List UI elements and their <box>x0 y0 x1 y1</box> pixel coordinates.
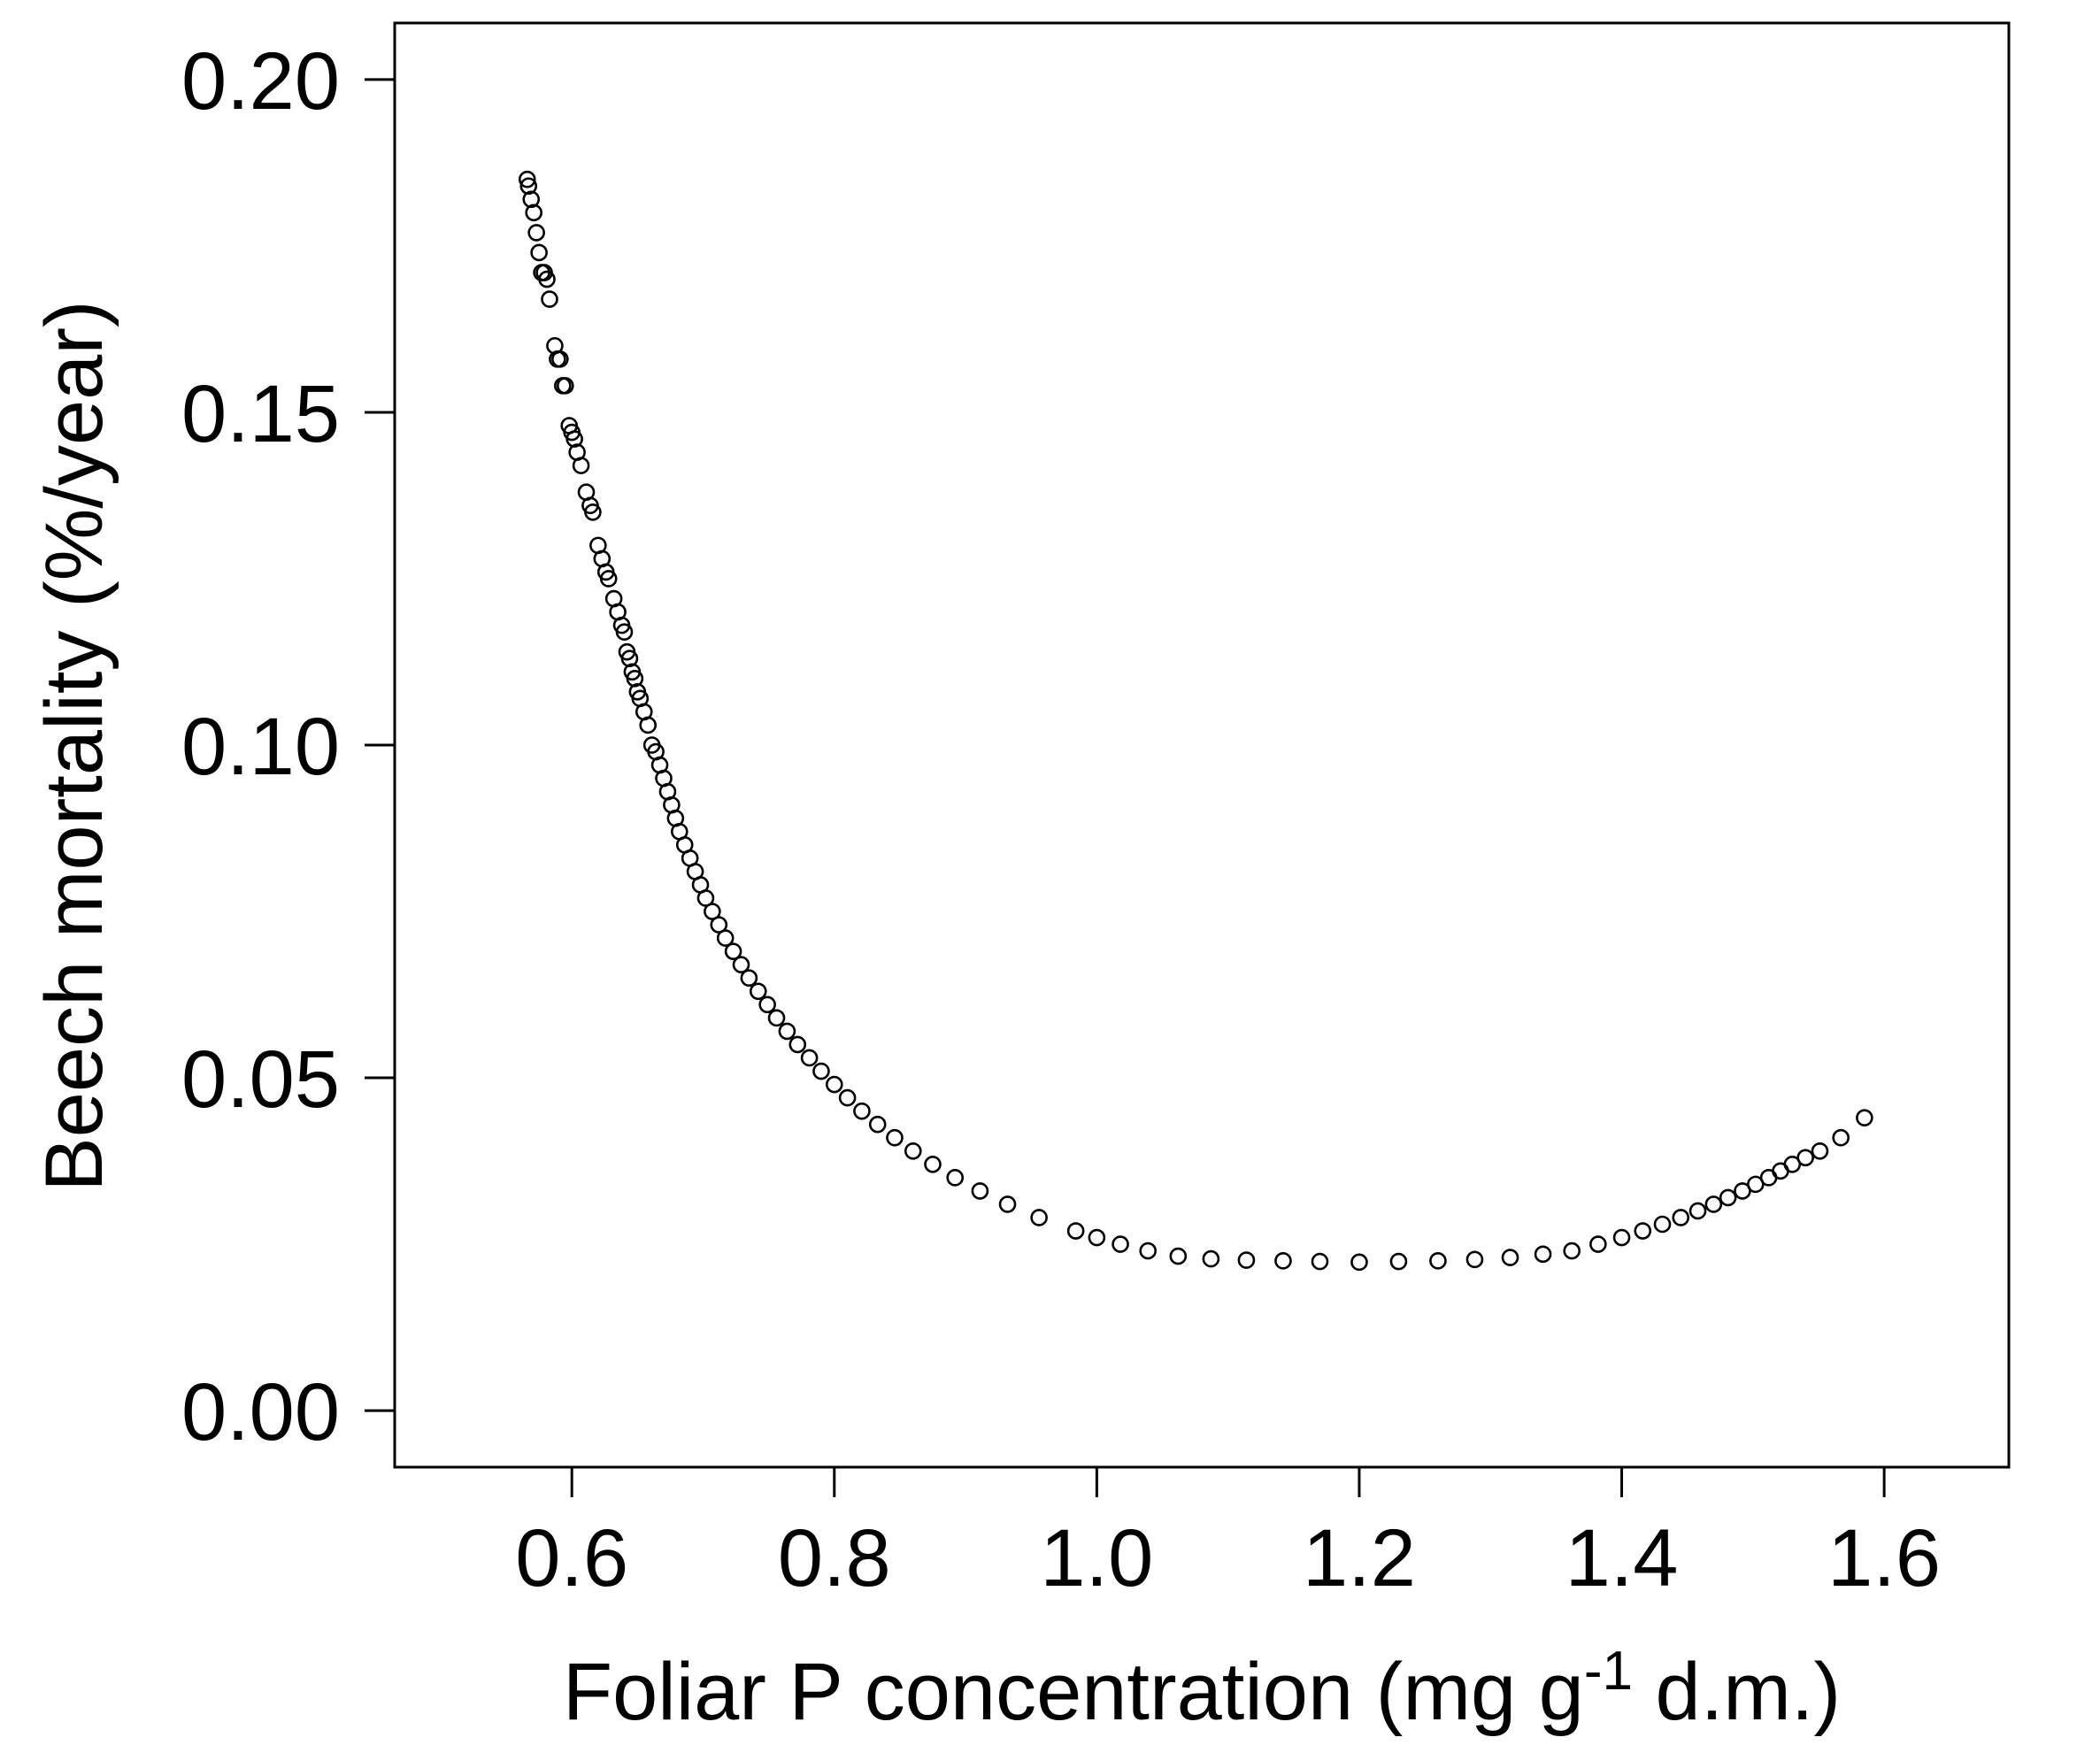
data-point <box>599 570 618 588</box>
data-point <box>1672 1209 1690 1226</box>
data-point <box>778 1022 796 1041</box>
data-point <box>1796 1149 1814 1167</box>
data-point <box>584 503 602 521</box>
data-point <box>551 350 569 368</box>
data-point <box>1088 1228 1106 1247</box>
data-point <box>1429 1252 1447 1270</box>
data-point <box>1734 1182 1751 1200</box>
x-tick-label: 1.6 <box>1827 1513 1941 1603</box>
data-point <box>538 270 556 288</box>
data-point <box>626 669 644 688</box>
data-point <box>541 290 558 308</box>
data-point <box>886 1128 904 1147</box>
data-point <box>946 1169 965 1187</box>
data-point <box>853 1102 871 1120</box>
x-axis-title-suffix: d.m.) <box>1633 1647 1841 1737</box>
data-point <box>1030 1209 1048 1226</box>
data-point <box>615 623 634 641</box>
data-point <box>1719 1188 1737 1207</box>
data-point <box>518 170 536 188</box>
data-point <box>838 1088 857 1107</box>
data-point <box>998 1195 1017 1213</box>
data-point <box>1066 1222 1085 1240</box>
data-point <box>519 177 538 196</box>
data-point <box>904 1142 922 1160</box>
data-point <box>732 956 750 973</box>
data-point <box>724 942 742 960</box>
plot-frame <box>393 21 2011 1469</box>
x-axis-title-superscript: -1 <box>1584 1641 1633 1702</box>
x-tick-label: 1.0 <box>1040 1513 1153 1603</box>
data-point <box>696 889 715 907</box>
data-point <box>1501 1249 1519 1266</box>
x-axis-title: Foliar P concentration (mg g-1 d.m.) <box>563 1641 1841 1737</box>
data-point <box>868 1115 887 1134</box>
data-point <box>1350 1253 1368 1272</box>
y-tick-label: 0.10 <box>181 702 340 792</box>
data-point <box>924 1156 942 1173</box>
data-point <box>758 995 776 1014</box>
x-tick-label: 0.8 <box>778 1513 891 1603</box>
y-tick-label: 0.15 <box>181 369 340 459</box>
data-point <box>1237 1251 1256 1269</box>
data-point <box>572 457 590 474</box>
x-tick-label: 0.6 <box>515 1513 628 1603</box>
data-point <box>527 224 545 242</box>
data-point <box>1389 1252 1408 1271</box>
data-point <box>1311 1252 1329 1271</box>
data-point <box>1465 1250 1484 1269</box>
data-point <box>788 1035 807 1054</box>
y-tick-label: 0.05 <box>181 1034 340 1125</box>
data-point <box>1653 1215 1672 1234</box>
data-point <box>620 650 639 668</box>
y-axis-ticks: 0.00 0.05 0.10 0.15 0.20 <box>181 36 395 1457</box>
x-tick-label: 1.2 <box>1303 1513 1416 1603</box>
data-point <box>971 1182 989 1200</box>
data-point <box>1139 1241 1157 1260</box>
data-point <box>1832 1128 1850 1147</box>
y-tick-label: 0.20 <box>181 36 340 127</box>
data-point <box>1746 1175 1765 1194</box>
data-point <box>812 1062 830 1080</box>
data-point <box>1704 1195 1723 1213</box>
data-point <box>1589 1235 1607 1253</box>
data-point <box>825 1075 843 1094</box>
data-point <box>704 903 721 920</box>
data-point <box>800 1049 819 1067</box>
x-axis-ticks: 0.6 0.8 1.0 1.2 1.4 1.6 <box>515 1467 1941 1603</box>
data-point <box>565 430 583 448</box>
data-point <box>522 190 541 209</box>
data-point <box>1534 1245 1552 1264</box>
data-point <box>1856 1109 1873 1126</box>
x-axis-title-main: Foliar P concentration (mg g <box>563 1647 1584 1737</box>
data-point <box>1202 1249 1220 1268</box>
data-point <box>639 716 658 734</box>
data-point <box>1274 1252 1292 1270</box>
data-point <box>1563 1241 1581 1260</box>
data-point <box>716 929 735 947</box>
y-tick-label: 0.00 <box>181 1367 340 1457</box>
data-point <box>1688 1202 1707 1220</box>
data-point <box>1169 1247 1188 1265</box>
data-points <box>518 170 1873 1272</box>
data-point <box>749 982 767 1001</box>
y-axis-title: Beech mortality (%/year) <box>29 300 119 1191</box>
data-point <box>525 204 542 222</box>
data-point <box>1811 1142 1829 1160</box>
x-tick-label: 1.4 <box>1565 1513 1679 1603</box>
data-point <box>530 243 548 262</box>
data-point <box>740 969 758 988</box>
data-point <box>710 916 728 934</box>
data-point <box>1612 1228 1631 1247</box>
data-point <box>556 377 574 395</box>
data-point <box>1783 1156 1802 1173</box>
data-point <box>767 1009 786 1027</box>
data-point <box>1112 1235 1129 1253</box>
data-point <box>1634 1222 1652 1240</box>
